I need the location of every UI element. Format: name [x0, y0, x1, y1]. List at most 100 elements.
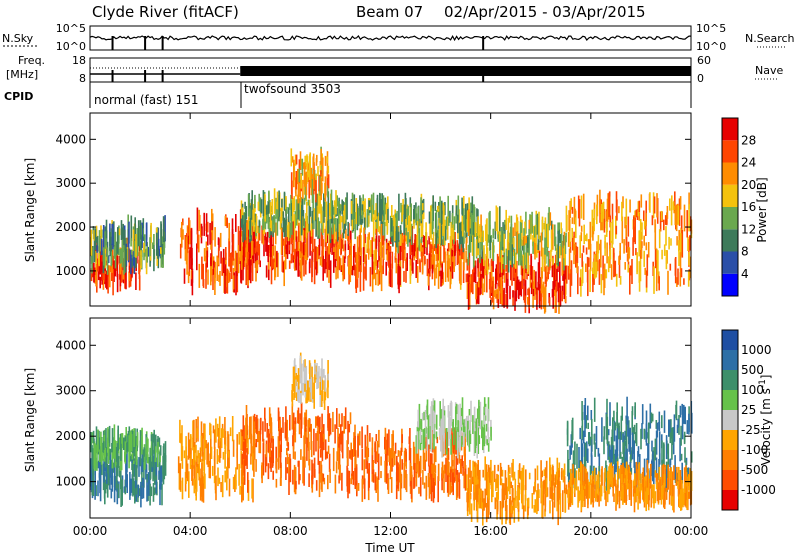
velocity-cell — [145, 464, 148, 473]
power-cell — [379, 257, 381, 285]
velocity-colorbar-cell — [722, 410, 738, 430]
power-cell — [515, 280, 518, 298]
power-cell — [382, 244, 385, 260]
power-cell — [315, 246, 317, 270]
velocity-cell — [589, 436, 592, 446]
power-cell — [624, 216, 626, 229]
velocity-cell — [252, 446, 254, 471]
power-cell — [311, 260, 313, 283]
power-cell — [427, 273, 430, 286]
velocity-cell — [323, 433, 325, 442]
power-cell — [654, 219, 656, 233]
velocity-cell — [108, 425, 111, 447]
power-cell — [663, 219, 665, 231]
velocity-cell — [648, 422, 650, 444]
velocity-cell — [425, 446, 428, 462]
velocity-cell — [336, 408, 338, 429]
velocity-cell — [467, 420, 469, 446]
power-cell — [329, 260, 332, 288]
power-cell — [356, 236, 359, 263]
velocity-cell — [461, 455, 463, 467]
velocity-cell — [616, 486, 619, 505]
power-cell — [467, 257, 469, 266]
velocity-cell — [536, 497, 538, 509]
velocity-cell — [120, 467, 122, 490]
velocity-cell — [209, 453, 211, 479]
power-cell — [541, 247, 544, 272]
power-cell — [606, 198, 609, 222]
power-cell — [476, 288, 478, 304]
velocity-cell — [601, 466, 603, 486]
velocity-cell — [395, 472, 398, 500]
velocity-ylabel: Slant Range [km] — [23, 368, 37, 472]
power-cell — [627, 216, 630, 237]
power-cell — [348, 245, 351, 258]
velocity-cell — [289, 415, 291, 431]
velocity-cell — [222, 451, 225, 460]
velocity-cell — [315, 433, 317, 452]
velocity-cell — [549, 500, 551, 514]
velocity-cell — [655, 481, 658, 490]
power-cell — [146, 242, 148, 263]
power-cell — [388, 245, 390, 268]
power-cell — [589, 221, 592, 250]
power-cell — [477, 248, 480, 255]
power-cell — [254, 242, 257, 254]
velocity-cell — [108, 448, 111, 460]
power-cell — [602, 255, 604, 281]
velocity-cell — [509, 467, 511, 474]
velocity-cell — [420, 418, 422, 429]
power-cell — [453, 256, 455, 272]
power-cell — [452, 239, 454, 246]
velocity-colorbar-tick: 500 — [741, 363, 764, 377]
velocity-cell — [305, 365, 308, 390]
power-cell — [239, 230, 241, 252]
power-cell — [665, 216, 668, 226]
velocity-cell — [680, 453, 683, 461]
velocity-cell — [475, 491, 478, 508]
power-cell — [587, 239, 590, 250]
power-cell — [231, 218, 234, 243]
velocity-cell — [235, 467, 237, 487]
power-cell — [533, 269, 535, 289]
power-cell — [153, 244, 155, 272]
velocity-colorbar-frame — [721, 329, 739, 511]
velocity-cell — [196, 455, 198, 470]
velocity-cell — [685, 465, 687, 492]
power-cell — [387, 207, 389, 223]
time-tick-label: 16:00 — [473, 524, 508, 538]
velocity-cell — [613, 410, 615, 422]
velocity-cell — [440, 431, 442, 452]
velocity-cell — [193, 462, 196, 476]
velocity-cell — [544, 467, 547, 491]
power-cell — [206, 250, 208, 268]
velocity-cell — [601, 417, 603, 442]
velocity-cell — [544, 495, 547, 512]
velocity-cell — [483, 415, 486, 425]
power-cell — [547, 252, 550, 267]
power-cell — [95, 225, 98, 237]
power-cell — [597, 249, 599, 260]
velocity-cell — [432, 432, 434, 448]
power-cell — [674, 257, 677, 284]
velocity-cell — [595, 480, 598, 499]
velocity-cell — [590, 479, 592, 505]
velocity-cell — [102, 442, 104, 453]
velocity-cell — [107, 465, 110, 482]
power-cell — [161, 239, 164, 258]
power-cell — [477, 259, 479, 269]
velocity-cell — [154, 487, 156, 496]
velocity-cell — [302, 456, 304, 484]
velocity-cell — [477, 427, 480, 454]
power-cell — [93, 262, 95, 283]
power-ytick-label: 2000 — [55, 220, 86, 234]
power-cell — [478, 255, 481, 263]
velocity-cell — [397, 450, 400, 457]
velocity-cell — [649, 403, 652, 429]
power-cell — [103, 270, 106, 279]
power-cell — [145, 223, 148, 247]
power-cell — [499, 236, 501, 263]
velocity-cell — [150, 434, 153, 442]
power-cell — [492, 280, 494, 303]
power-cell — [299, 198, 302, 220]
